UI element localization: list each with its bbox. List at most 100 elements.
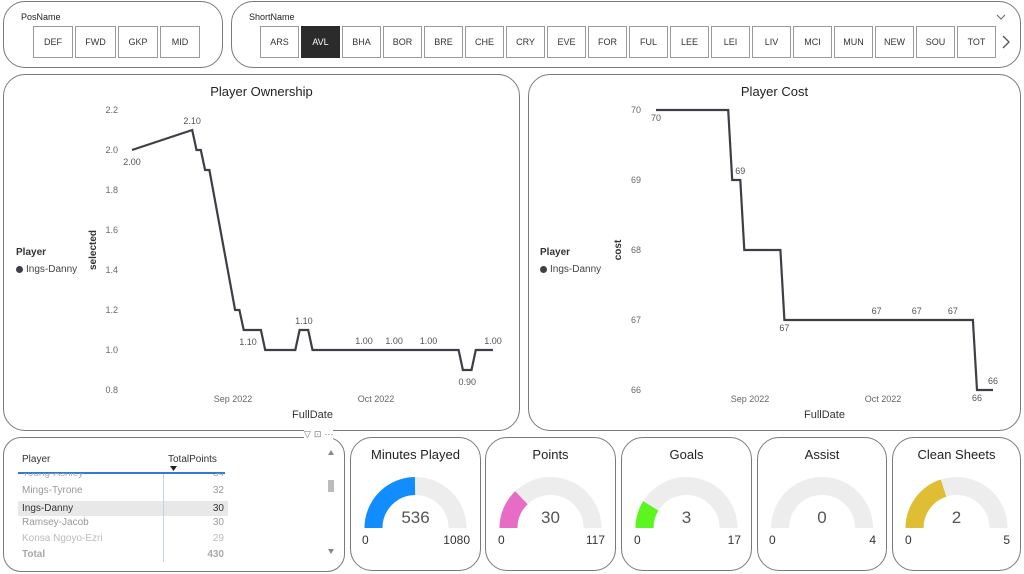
gauge-card-minutes-played: Minutes Played 536 0 1080 [350, 437, 481, 571]
table-header-underline [18, 472, 225, 474]
legend-dot-icon [540, 266, 547, 273]
team-button-for[interactable]: FOR [588, 26, 627, 58]
x-axis-title: FullDate [804, 409, 845, 421]
more-options-icon[interactable]: ⋯ [324, 429, 334, 439]
team-button-tot[interactable]: TOT [957, 26, 996, 58]
gauge-arc [771, 477, 873, 529]
gauge-card-clean-sheets: Clean Sheets 2 0 5 [892, 437, 1021, 571]
gauge-max: 4 [869, 533, 876, 547]
y-axis-title: cost [613, 239, 624, 260]
team-button-bre[interactable]: BRE [424, 26, 463, 58]
scroll-down-icon[interactable] [328, 549, 334, 554]
team-button-ful[interactable]: FUL [629, 26, 668, 58]
team-button-mun[interactable]: MUN [834, 26, 873, 58]
y-tick-label: 1.4 [105, 265, 118, 275]
gauge-title: Minutes Played [371, 447, 460, 462]
table-header-icons: ▽ ⊡ ⋯ [304, 429, 334, 440]
y-tick-label: 0.8 [105, 385, 118, 395]
gauge-value: 2 [951, 508, 962, 527]
pos-button-def[interactable]: DEF [33, 26, 73, 58]
table-row[interactable]: Konsa Ngoyo-Ezri 29 [18, 533, 228, 548]
column-header-player[interactable]: Player [22, 454, 51, 465]
table-cell-points: 30 [212, 517, 224, 528]
x-tick-label: Sep 2022 [214, 394, 253, 404]
gauge-card-assist: Assist 0 0 4 [757, 437, 887, 571]
gauge-value: 3 [681, 508, 692, 527]
cost-legend-label: Ings-Danny [550, 264, 602, 275]
team-button-bha[interactable]: BHA [342, 26, 381, 58]
y-tick-label: 1.2 [105, 305, 118, 315]
y-tick-label: 70 [631, 105, 641, 115]
team-slicer: ShortName ARS AVL BHA BOR BRE CHE CRY EVE FOR FUL… [231, 1, 1021, 68]
table-cell-player: Young-Ashley [22, 473, 84, 479]
table-total-row: Total 430 [18, 549, 228, 564]
gauge-title: Points [532, 447, 569, 462]
team-button-sou[interactable]: SOU [916, 26, 955, 58]
pos-button-gkp[interactable]: GKP [118, 26, 158, 58]
table-row[interactable]: Young-Ashley 34 [18, 473, 228, 483]
table-row[interactable]: Ramsey-Jacob 30 [18, 517, 228, 532]
chevron-down-icon[interactable] [996, 14, 1006, 21]
gauge-max: 117 [585, 533, 605, 547]
cost-chart-title: Player Cost [740, 84, 809, 99]
sort-descending-icon [170, 466, 177, 471]
gauge-fill [364, 477, 416, 529]
team-slicer-title: ShortName [249, 12, 295, 22]
scrollbar-thumb[interactable] [328, 480, 334, 492]
gauge-min: 0 [362, 533, 369, 547]
ownership-legend-label: Ings-Danny [26, 264, 78, 275]
x-axis-title: FullDate [292, 409, 333, 421]
gauge-value: 0 [817, 508, 827, 527]
y-tick-label: 2.2 [105, 105, 118, 115]
position-slicer-title: PosName [21, 12, 61, 22]
position-slicer: PosName DEF FWD GKP MID [3, 1, 223, 68]
series-line[interactable] [656, 108, 993, 392]
team-button-lei[interactable]: LEI [711, 26, 750, 58]
table-row[interactable]: Mings-Tyrone 32 [18, 485, 228, 500]
team-button-new[interactable]: NEW [875, 26, 914, 58]
team-button-bor[interactable]: BOR [383, 26, 422, 58]
team-button-liv[interactable]: LIV [752, 26, 791, 58]
team-button-cry[interactable]: CRY [506, 26, 545, 58]
table-cell-player: Mings-Tyrone [22, 485, 83, 496]
team-button-avl[interactable]: AVL [301, 26, 340, 58]
team-button-eve[interactable]: EVE [547, 26, 586, 58]
data-label: 70 [651, 113, 661, 123]
column-header-totalpoints[interactable]: TotalPoints [168, 454, 217, 465]
cost-legend-title: Player [540, 247, 571, 258]
column-divider [163, 474, 164, 562]
ownership-chart-title: Player Ownership [210, 84, 313, 99]
gauge-track [771, 477, 873, 529]
gauge-arc [635, 477, 738, 529]
data-label: 67 [779, 323, 789, 333]
gauge-fill [499, 491, 528, 529]
focus-mode-icon[interactable]: ⊡ [313, 429, 322, 439]
scroll-up-icon[interactable] [328, 450, 334, 455]
vertical-scrollbar[interactable] [328, 450, 334, 554]
team-button-mci[interactable]: MCI [793, 26, 832, 58]
table-header: Player TotalPoints [18, 454, 228, 469]
team-button-ars[interactable]: ARS [260, 26, 299, 58]
team-button-che[interactable]: CHE [465, 26, 504, 58]
gauge-arc [499, 477, 602, 529]
chevron-right-icon[interactable] [1002, 35, 1010, 49]
series-line[interactable] [131, 128, 493, 372]
team-button-lee[interactable]: LEE [670, 26, 709, 58]
data-label: 69 [735, 166, 745, 176]
data-label: 2.00 [123, 157, 141, 167]
pos-button-mid[interactable]: MID [160, 26, 200, 58]
gauge-title: Clean Sheets [917, 447, 996, 462]
table-row-selected[interactable]: Ings-Danny 30 [18, 501, 228, 516]
cost-legend-item[interactable]: Ings-Danny [540, 264, 601, 275]
pos-button-fwd[interactable]: FWD [75, 26, 116, 58]
x-tick-label: Oct 2022 [358, 394, 395, 404]
ownership-legend-item[interactable]: Ings-Danny [16, 264, 77, 275]
filter-icon[interactable]: ▽ [304, 429, 311, 439]
table-total-value: 430 [207, 549, 224, 560]
gauge-card-points: Points 30 0 117 [485, 437, 616, 571]
gauge-min: 0 [769, 533, 776, 547]
y-tick-label: 2.0 [105, 145, 118, 155]
y-axis-title: selected [88, 230, 99, 270]
gauge-min: 0 [498, 533, 505, 547]
y-tick-label: 1.0 [105, 345, 118, 355]
